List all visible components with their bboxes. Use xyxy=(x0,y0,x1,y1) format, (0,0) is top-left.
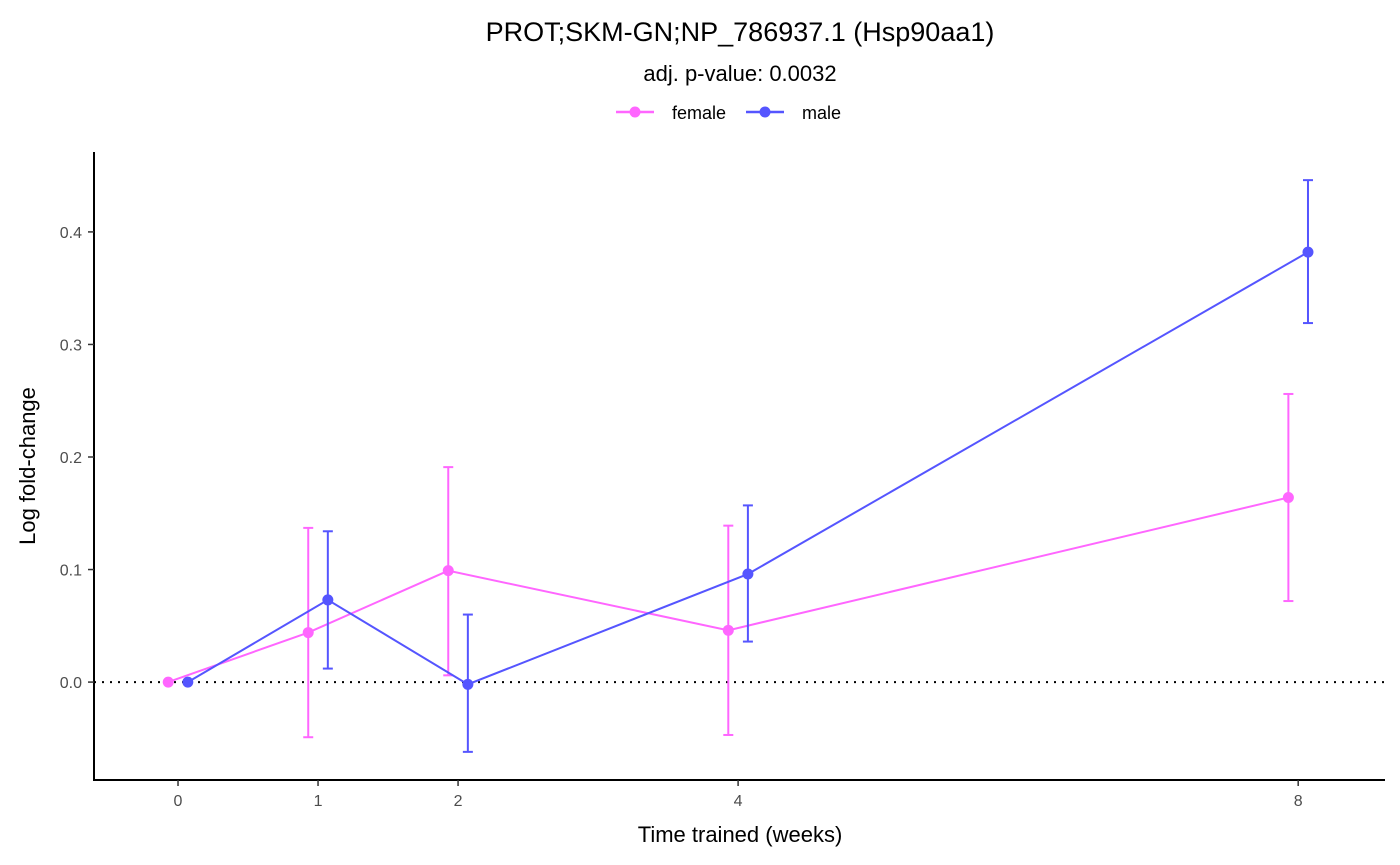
chart-title: PROT;SKM-GN;NP_786937.1 (Hsp90aa1) xyxy=(486,17,995,47)
y-tick-label: 0.1 xyxy=(60,563,82,580)
series-male xyxy=(182,179,1314,753)
data-point xyxy=(462,678,474,690)
x-tick-label: 8 xyxy=(1294,793,1303,810)
data-point xyxy=(742,568,754,580)
legend-item-female: female xyxy=(616,103,726,123)
data-point xyxy=(322,594,334,606)
legend: female male xyxy=(616,103,841,123)
data-point xyxy=(442,565,454,577)
x-axis-ticks: 0 1 2 4 8 xyxy=(174,780,1303,810)
x-axis-label: Time trained (weeks) xyxy=(638,822,843,847)
data-point xyxy=(182,676,194,688)
legend-label: female xyxy=(672,103,726,123)
data-point xyxy=(162,676,174,688)
legend-key-point xyxy=(759,106,771,118)
x-tick-label: 1 xyxy=(314,793,323,810)
x-tick-label: 0 xyxy=(174,793,183,810)
plot-area xyxy=(94,179,1385,753)
y-tick-label: 0.2 xyxy=(60,450,82,467)
data-point xyxy=(1302,246,1314,258)
y-tick-label: 0.0 xyxy=(60,675,82,692)
y-tick-label: 0.3 xyxy=(60,337,82,354)
y-axis-label: Log fold-change xyxy=(15,387,40,545)
data-point xyxy=(1282,492,1294,504)
chart-subtitle: adj. p-value: 0.0032 xyxy=(643,61,836,86)
legend-key-point xyxy=(629,106,641,118)
x-tick-label: 2 xyxy=(454,793,463,810)
data-point xyxy=(722,624,734,636)
y-axis-ticks: 0.0 0.1 0.2 0.3 0.4 xyxy=(60,225,94,692)
y-tick-label: 0.4 xyxy=(60,225,82,242)
data-point xyxy=(302,627,314,639)
x-tick-label: 4 xyxy=(734,793,743,810)
legend-item-male: male xyxy=(746,103,841,123)
series-female xyxy=(162,392,1294,739)
legend-label: male xyxy=(802,103,841,123)
